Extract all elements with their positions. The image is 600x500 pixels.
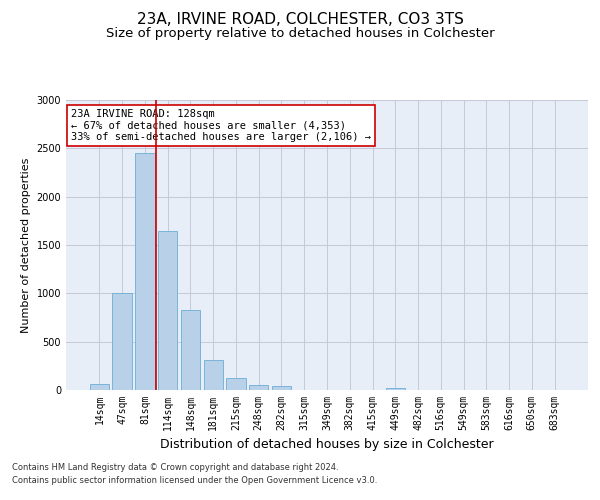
- Text: 23A, IRVINE ROAD, COLCHESTER, CO3 3TS: 23A, IRVINE ROAD, COLCHESTER, CO3 3TS: [137, 12, 463, 28]
- Bar: [112, 294, 132, 390]
- Y-axis label: Number of detached properties: Number of detached properties: [21, 158, 31, 332]
- Bar: [135, 153, 155, 390]
- Text: Contains HM Land Registry data © Crown copyright and database right 2024.: Contains HM Land Registry data © Crown c…: [12, 464, 338, 472]
- Text: Contains public sector information licensed under the Open Government Licence v3: Contains public sector information licen…: [12, 476, 377, 485]
- Bar: [249, 384, 268, 390]
- X-axis label: Distribution of detached houses by size in Colchester: Distribution of detached houses by size …: [160, 438, 494, 452]
- Text: 23A IRVINE ROAD: 128sqm
← 67% of detached houses are smaller (4,353)
33% of semi: 23A IRVINE ROAD: 128sqm ← 67% of detache…: [71, 108, 371, 142]
- Bar: [181, 310, 200, 390]
- Bar: [386, 388, 405, 390]
- Bar: [272, 386, 291, 390]
- Bar: [226, 378, 245, 390]
- Text: Size of property relative to detached houses in Colchester: Size of property relative to detached ho…: [106, 28, 494, 40]
- Bar: [203, 360, 223, 390]
- Bar: [158, 230, 178, 390]
- Bar: [90, 384, 109, 390]
